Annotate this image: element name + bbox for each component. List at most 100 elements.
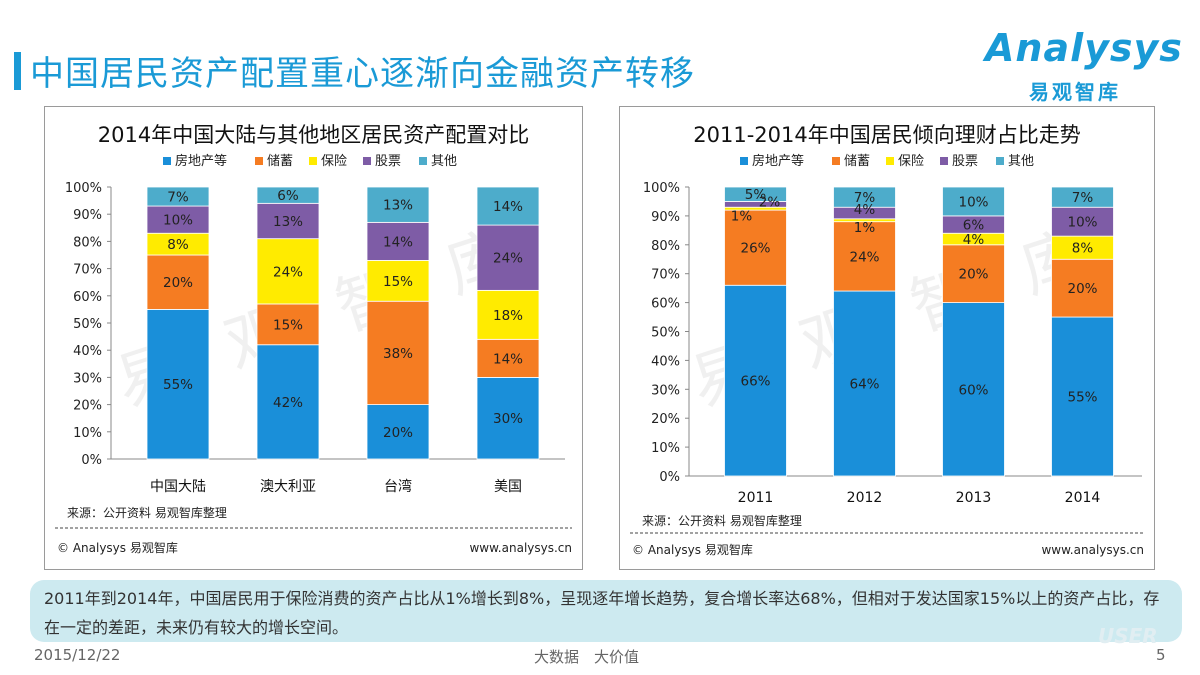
bar-segment <box>476 186 540 226</box>
title-accent-bar <box>14 52 21 90</box>
category-label: 中国大陆 <box>150 479 206 495</box>
data-label: 1% <box>731 209 753 225</box>
summary-text: 2011年到2014年，中国居民用于保险消费的资产占比从1%增长到8%，呈现逐年… <box>44 589 1160 637</box>
legend-swatch <box>940 157 948 165</box>
summary-box: 2011年到2014年，中国居民用于保险消费的资产占比从1%增长到8%，呈现逐年… <box>30 580 1182 642</box>
bar-segment <box>942 302 1005 477</box>
data-label: 5% <box>745 187 767 203</box>
data-label: 7% <box>1072 190 1094 206</box>
data-label: 14% <box>493 199 523 215</box>
legend-label: 房地产等 <box>752 153 804 169</box>
data-label: 8% <box>167 237 189 253</box>
data-label: 14% <box>493 351 523 367</box>
y-tick-label: 20% <box>651 412 680 427</box>
data-label: 55% <box>163 377 193 393</box>
legend-swatch <box>419 157 427 165</box>
website-text: www.analysys.cn <box>1041 543 1144 557</box>
y-tick-label: 100% <box>65 181 102 196</box>
category-label: 美国 <box>494 479 522 495</box>
data-label: 60% <box>958 382 988 398</box>
legend-swatch <box>886 157 894 165</box>
y-tick-label: 40% <box>651 354 680 369</box>
y-tick-label: 20% <box>73 399 102 414</box>
data-label: 26% <box>740 241 770 257</box>
data-label: 20% <box>1067 281 1097 297</box>
bar-segment <box>724 186 787 202</box>
y-tick-label: 90% <box>73 208 102 223</box>
bar-segment <box>256 344 320 460</box>
data-label: 7% <box>167 190 189 206</box>
data-label: 30% <box>493 411 523 427</box>
bar-segment <box>942 186 1005 217</box>
data-label: 8% <box>1072 241 1094 257</box>
data-label: 18% <box>493 308 523 324</box>
y-tick-label: 80% <box>73 235 102 250</box>
analysys-logo: Analysys 易观智库 <box>985 26 1182 106</box>
legend-swatch <box>309 157 317 165</box>
legend-swatch <box>255 157 263 165</box>
data-label: 64% <box>849 377 879 393</box>
copyright-text: © Analysys 易观智库 <box>632 542 753 557</box>
chart-title: 2014年中国大陆与其他地区居民资产配置对比 <box>98 123 529 147</box>
legend-label: 其他 <box>431 154 457 169</box>
data-label: 20% <box>958 267 988 283</box>
data-label: 20% <box>383 425 413 441</box>
bar-segment <box>476 289 540 340</box>
data-label: 10% <box>163 213 193 229</box>
y-tick-label: 50% <box>651 326 680 341</box>
chart-trend: 易观智库2011-2014年中国居民倾向理财占比走势房地产等储蓄保险股票其他0%… <box>630 123 1144 557</box>
data-label: 4% <box>854 202 876 218</box>
legend-swatch <box>163 157 171 165</box>
y-tick-label: 90% <box>651 210 680 225</box>
legend-swatch <box>740 157 748 165</box>
y-tick-label: 70% <box>651 268 680 283</box>
legend-label: 其他 <box>1008 154 1034 169</box>
category-label: 2011 <box>738 490 774 506</box>
bar-segment <box>366 300 430 406</box>
y-tick-label: 40% <box>73 344 102 359</box>
category-label: 澳大利亚 <box>260 479 316 495</box>
copyright-text: © Analysys 易观智库 <box>57 540 178 555</box>
footer-date: 2015/12/22 <box>34 646 121 664</box>
source-note: 来源：公开资料 易观智库整理 <box>642 513 802 528</box>
website-text: www.analysys.cn <box>469 541 572 555</box>
bar-segment <box>146 186 210 207</box>
data-label: 66% <box>740 374 770 390</box>
y-tick-label: 60% <box>73 290 102 305</box>
bar-segment <box>724 284 787 477</box>
data-label: 6% <box>277 188 299 204</box>
legend-label: 保险 <box>321 154 347 169</box>
data-label: 20% <box>163 275 193 291</box>
bar-segment <box>476 338 540 378</box>
data-label: 4% <box>963 232 985 248</box>
y-tick-label: 0% <box>81 453 102 468</box>
bar-segment <box>146 205 210 234</box>
bar-segment <box>1051 316 1114 477</box>
legend-swatch <box>996 157 1004 165</box>
legend-swatch <box>363 157 371 165</box>
data-label: 15% <box>383 274 413 290</box>
bar-segment <box>1051 206 1114 237</box>
chart-card-regions: 易观智库2014年中国大陆与其他地区居民资产配置对比房地产等储蓄保险股票其他0%… <box>44 106 583 570</box>
y-tick-label: 10% <box>651 441 680 456</box>
bar-segment <box>833 186 896 208</box>
bar-segment <box>1051 186 1114 208</box>
legend-swatch <box>832 157 840 165</box>
y-tick-label: 80% <box>651 239 680 254</box>
bar-segment <box>833 221 896 292</box>
data-label: 2% <box>759 194 781 210</box>
logo-wordmark: Analysys <box>985 26 1183 70</box>
bar-segment <box>476 376 540 460</box>
bar-segment <box>256 202 320 240</box>
bar-segment <box>256 186 320 204</box>
data-label: 24% <box>493 251 523 267</box>
data-label: 14% <box>383 234 413 250</box>
footer-brand-faint: USER <box>1098 624 1158 648</box>
data-label: 13% <box>383 198 413 214</box>
data-label: 7% <box>854 190 876 206</box>
data-label: 13% <box>273 214 303 230</box>
data-label: 10% <box>1067 215 1097 231</box>
chart-card-trend: 易观智库2011-2014年中国居民倾向理财占比走势房地产等储蓄保险股票其他0%… <box>619 106 1155 570</box>
legend-label: 储蓄 <box>844 154 870 169</box>
data-label: 15% <box>273 317 303 333</box>
